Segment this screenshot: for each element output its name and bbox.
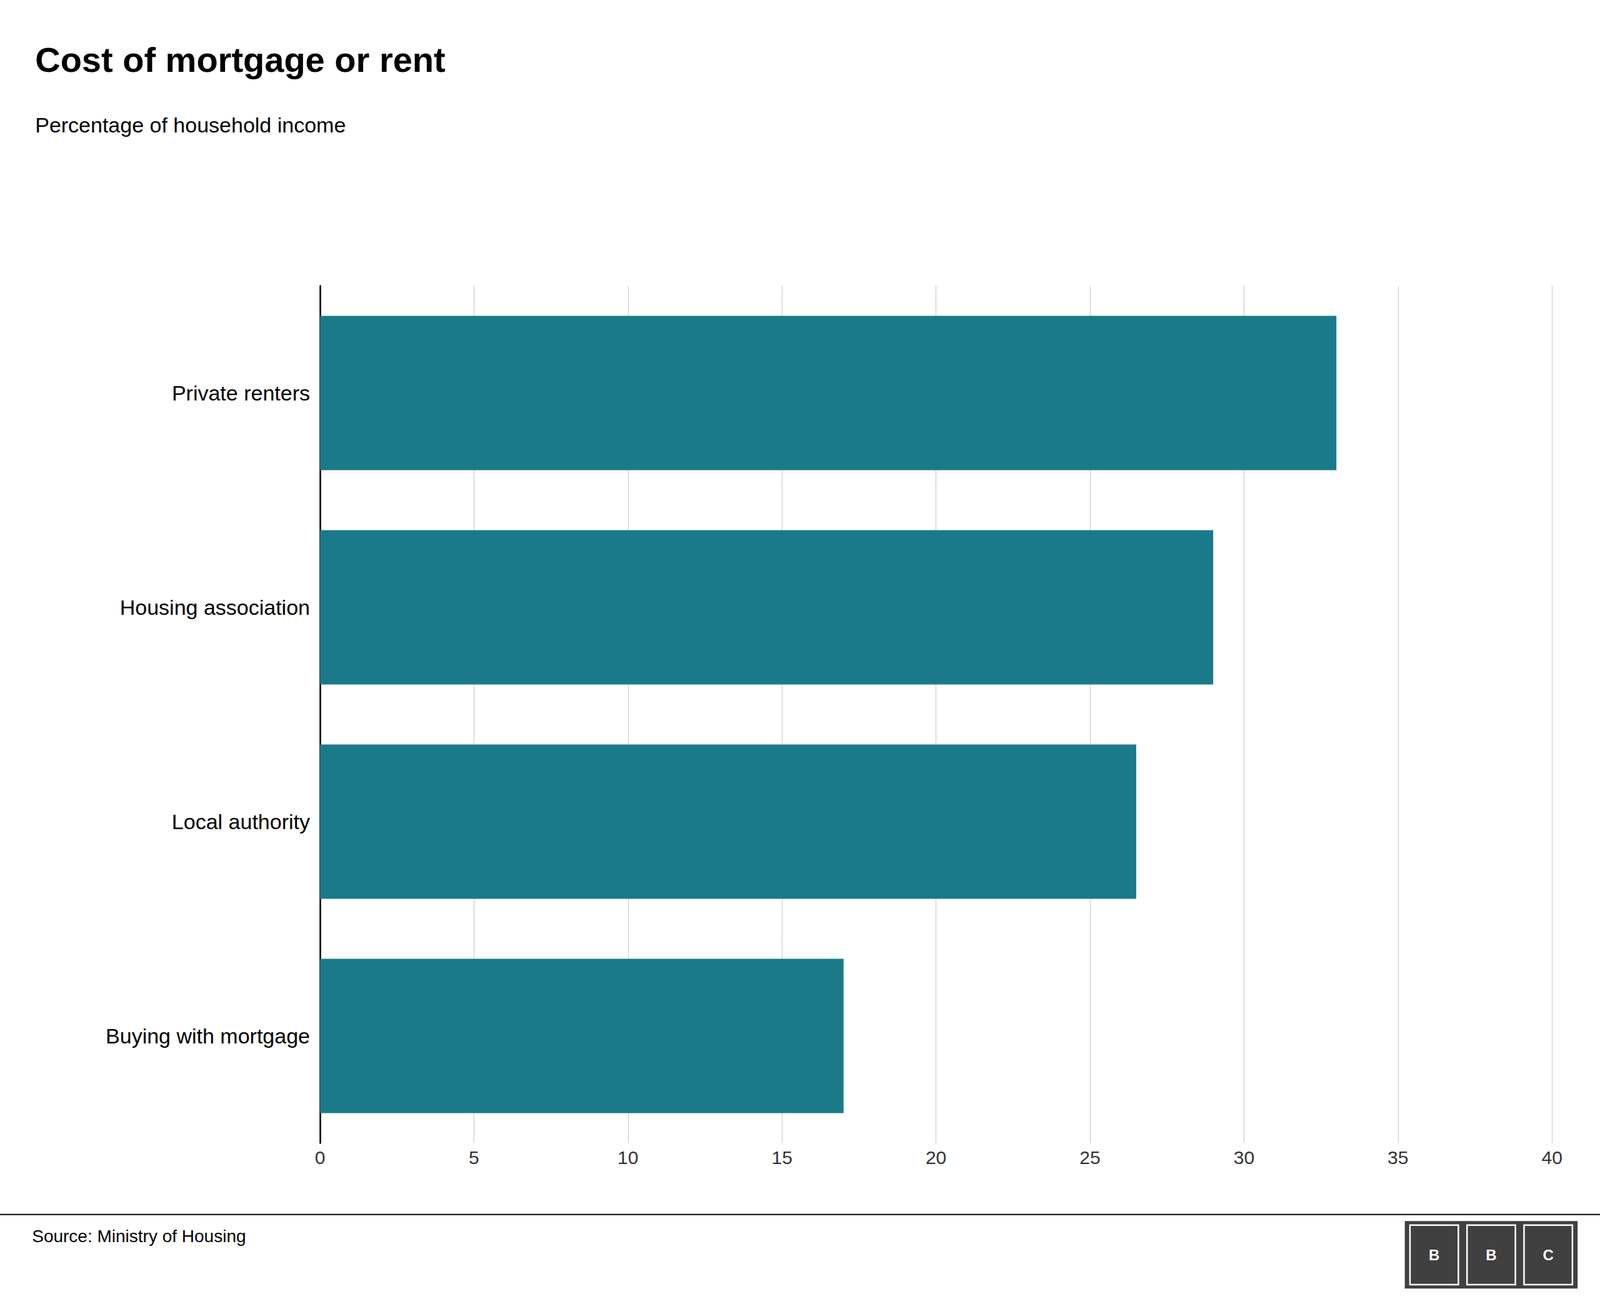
svg-text:0: 0 — [315, 1147, 326, 1169]
svg-text:25: 25 — [1079, 1147, 1100, 1169]
svg-text:Cost of mortgage or rent: Cost of mortgage or rent — [35, 40, 445, 80]
svg-text:40: 40 — [1541, 1147, 1563, 1169]
svg-text:35: 35 — [1387, 1147, 1409, 1169]
svg-text:Housing association: Housing association — [120, 595, 310, 620]
svg-text:B: B — [1428, 1246, 1440, 1264]
svg-text:Local authority: Local authority — [171, 810, 310, 834]
svg-text:5: 5 — [468, 1147, 480, 1169]
svg-text:10: 10 — [617, 1147, 639, 1169]
svg-text:Source: Ministry of Housing: Source: Ministry of Housing — [31, 1226, 246, 1247]
svg-text:30: 30 — [1233, 1147, 1255, 1169]
svg-text:15: 15 — [771, 1147, 793, 1169]
svg-text:Percentage of household income: Percentage of household income — [35, 113, 346, 137]
svg-text:Private renters: Private renters — [171, 381, 310, 405]
svg-text:20: 20 — [925, 1147, 947, 1169]
svg-text:B: B — [1485, 1246, 1497, 1264]
svg-text:C: C — [1542, 1246, 1554, 1264]
svg-text:Buying with mortgage: Buying with mortgage — [105, 1024, 310, 1049]
